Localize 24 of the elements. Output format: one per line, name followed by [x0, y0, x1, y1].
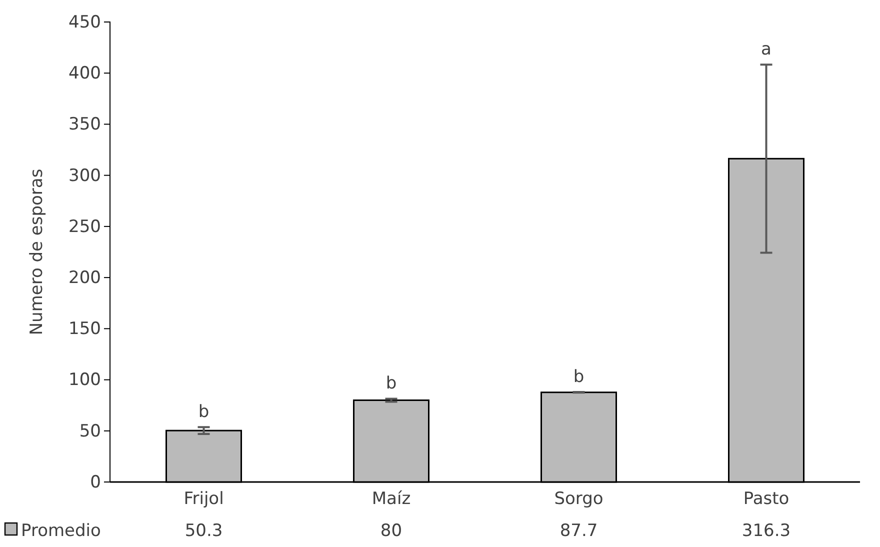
x-tick-label: Frijol — [184, 489, 224, 510]
y-tick-label: 250 — [68, 216, 101, 237]
x-tick-label: Maíz — [372, 489, 411, 510]
legend-label: Promedio — [21, 521, 101, 541]
y-tick-label: 100 — [68, 370, 101, 390]
y-tick-label: 300 — [68, 166, 101, 186]
data-label: 50.3 — [184, 521, 223, 541]
data-label: 87.7 — [560, 521, 598, 541]
data-label: 80 — [380, 521, 402, 541]
x-tick-label: Pasto — [743, 489, 790, 510]
x-tick-label: Sorgo — [554, 489, 604, 510]
annotation: b — [573, 367, 584, 388]
y-tick-label: 150 — [68, 319, 101, 340]
y-tick-label: 350 — [68, 114, 101, 135]
y-tick-label: 450 — [68, 12, 101, 32]
data-label: 316.3 — [742, 521, 791, 541]
annotation: b — [386, 374, 397, 394]
annotation: b — [198, 402, 210, 422]
y-tick-label: 400 — [68, 64, 101, 84]
y-axis-title: Numero de esporas — [27, 168, 47, 336]
y-tick-label: 50 — [79, 421, 101, 442]
y-tick-label: 200 — [68, 268, 101, 288]
annotation: a — [761, 40, 772, 60]
y-tick-label: 0 — [90, 472, 101, 492]
